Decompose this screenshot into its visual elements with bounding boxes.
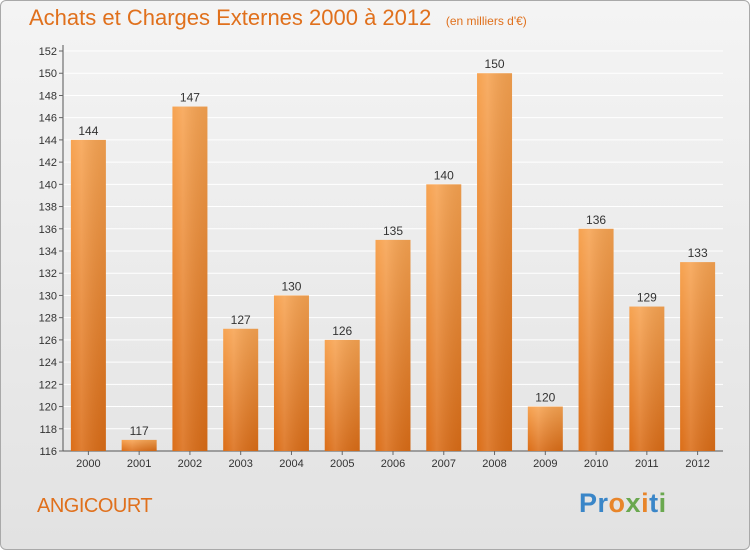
y-tick-label: 132 (39, 268, 57, 280)
data-label: 130 (281, 279, 301, 293)
x-tick-label: 2007 (432, 458, 456, 470)
x-tick-label: 2012 (685, 458, 709, 470)
y-tick-label: 136 (39, 224, 57, 236)
x-tick-label: 2003 (228, 458, 252, 470)
logo-letter: t (649, 488, 659, 518)
y-tick-label: 116 (39, 446, 57, 458)
x-tick-label: 2008 (482, 458, 506, 470)
bar-shine (273, 295, 309, 451)
logo-letter: o (608, 488, 626, 518)
bar-shine (629, 306, 665, 451)
bar-shine (527, 406, 563, 451)
y-tick-label: 146 (39, 113, 57, 125)
y-tick-label: 138 (39, 202, 57, 214)
proxiti-logo[interactable]: Proxiti (579, 488, 667, 519)
x-tick-label: 2000 (76, 458, 100, 470)
y-tick-label: 130 (39, 290, 57, 302)
data-label: 126 (332, 324, 352, 338)
x-tick-label: 2002 (178, 458, 202, 470)
data-label: 133 (688, 246, 708, 260)
y-tick-label: 120 (39, 402, 57, 414)
y-tick-label: 128 (39, 313, 57, 325)
data-label: 147 (180, 91, 200, 105)
y-tick-label: 142 (39, 157, 57, 169)
y-tick-label: 134 (39, 246, 57, 258)
chart-unit-label: (en milliers d'€) (445, 14, 527, 28)
y-tick-label: 148 (39, 90, 57, 102)
data-labels: 144 117 147 127 130 126 135 140 150 120 136 129 133 (78, 57, 708, 438)
data-label: 150 (485, 57, 505, 71)
data-label: 129 (637, 291, 657, 305)
logo-letter: i (641, 488, 650, 518)
data-label: 144 (78, 124, 98, 138)
bar-shine (680, 262, 716, 451)
bar-shine (375, 239, 411, 451)
x-tick-label: 2006 (381, 458, 405, 470)
data-label: 127 (231, 313, 251, 327)
bar-shine (223, 328, 259, 451)
y-tick-label: 144 (39, 135, 57, 147)
x-tick-label: 2010 (584, 458, 608, 470)
data-label: 120 (535, 391, 555, 405)
bar-shine (70, 139, 106, 451)
data-label: 135 (383, 224, 403, 238)
logo-letter: x (625, 488, 642, 518)
bar-shine (578, 228, 614, 451)
bar-shine (324, 339, 360, 451)
x-tick-labels: 2000 2001 2002 2003 2004 2005 2006 2007 2008 2009… (76, 451, 710, 470)
bars (70, 73, 716, 452)
logo-letter: r (597, 488, 609, 518)
y-tick-label: 140 (39, 179, 57, 191)
x-tick-label: 2001 (127, 458, 151, 470)
x-tick-label: 2009 (533, 458, 557, 470)
data-label: 136 (586, 213, 606, 227)
bar-shine (426, 184, 462, 452)
x-tick-label: 2011 (635, 458, 659, 470)
y-tick-label: 126 (39, 335, 57, 347)
bar-shine (477, 73, 513, 451)
x-tick-label: 2004 (279, 458, 303, 470)
logo-letter: i (658, 488, 667, 518)
logo-letter: P (579, 488, 598, 518)
x-tick-label: 2005 (330, 458, 354, 470)
chart-title-row: Achats et Charges Externes 2000 à 2012 (… (29, 5, 527, 31)
y-tick-label: 122 (39, 379, 57, 391)
bar-shine (121, 439, 157, 451)
y-tick-label: 124 (39, 357, 57, 369)
bar-shine (172, 106, 208, 452)
data-label: 117 (130, 424, 149, 438)
y-tick-label: 152 (39, 46, 57, 58)
data-label: 140 (434, 168, 454, 182)
y-tick-label: 118 (39, 424, 57, 436)
y-tick-label: 150 (39, 68, 57, 80)
y-tick-labels: 116 118 120 122 124 126 128 130 132 134 136 138 140 1… (39, 46, 63, 458)
location-name: ANGICOURT (37, 495, 153, 517)
chart-title: Achats et Charges Externes 2000 à 2012 (29, 5, 432, 30)
